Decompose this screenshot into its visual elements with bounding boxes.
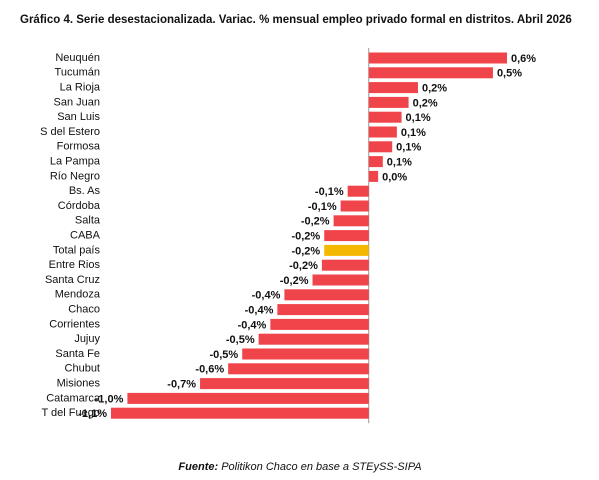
category-label: San Juan (54, 96, 100, 108)
category-label: La Pampa (50, 156, 101, 168)
value-label: 0,2% (422, 83, 447, 95)
category-label: Neuquén (55, 52, 100, 64)
category-label: Santa Cruz (45, 274, 100, 286)
bar (324, 244, 369, 256)
category-label: La Rioja (60, 82, 101, 94)
value-label: 0,0% (382, 171, 407, 183)
bar (277, 304, 369, 316)
bar (270, 318, 369, 330)
value-label: 0,6% (511, 53, 536, 65)
bar (368, 141, 393, 153)
category-label: Santa Fe (55, 348, 100, 360)
category-label: Catamarca (46, 392, 101, 404)
category-label: Córdoba (58, 200, 101, 212)
category-label: T del Fuego (41, 407, 100, 419)
value-label: -0,2% (291, 245, 320, 257)
bar (321, 259, 369, 271)
bar (242, 348, 369, 360)
source: Fuente: Politikon Chaco en base a STEySS… (178, 461, 421, 473)
bar (368, 52, 507, 64)
value-label: -0,2% (280, 275, 309, 287)
category-label: San Luis (57, 111, 100, 123)
category-label: CABA (70, 230, 101, 242)
source-text: Politikon Chaco en base a STEySS-SIPA (221, 461, 421, 473)
category-label: Chaco (68, 304, 100, 316)
bar (312, 274, 369, 286)
bar (200, 378, 369, 390)
category-label: Total país (53, 244, 101, 256)
value-label: 0,5% (497, 68, 522, 80)
category-label: Jujuy (74, 333, 100, 345)
value-label: 0,1% (406, 112, 431, 124)
bar (368, 126, 397, 138)
category-label: Chubut (65, 363, 100, 375)
value-label: 0,2% (413, 97, 438, 109)
bar (368, 67, 493, 79)
category-label: Mendoza (55, 289, 101, 301)
value-label: -1,1% (78, 408, 107, 420)
category-label: Formosa (57, 141, 101, 153)
value-label: -0,2% (301, 216, 330, 228)
bar (368, 156, 383, 168)
value-label: 0,1% (401, 127, 426, 139)
value-label: -0,4% (238, 319, 267, 331)
category-label: Entre Rios (49, 259, 101, 271)
bar (368, 170, 379, 182)
value-label: -0,4% (245, 305, 274, 317)
bar (340, 200, 369, 212)
category-label: Bs. As (69, 185, 101, 197)
category-label: Río Negro (50, 170, 100, 182)
bar (368, 111, 402, 123)
category-label: S del Estero (40, 126, 100, 138)
value-label: -0,5% (209, 349, 238, 361)
value-label: -0,6% (195, 364, 224, 376)
value-label: -0,5% (226, 334, 255, 346)
value-label: -0,2% (289, 260, 318, 272)
bar (324, 230, 369, 242)
bar (333, 215, 369, 227)
category-label: Misiones (57, 378, 101, 390)
bar (111, 407, 369, 419)
value-label: -0,1% (308, 201, 337, 213)
bar (127, 392, 369, 404)
bar (347, 185, 369, 197)
bar (228, 363, 369, 375)
value-label: -0,4% (252, 290, 281, 302)
bar (258, 333, 369, 345)
category-label: Tucumán (55, 67, 100, 79)
bar (368, 82, 418, 94)
bar (284, 289, 369, 301)
bar (368, 96, 409, 108)
value-label: -0,1% (315, 186, 344, 198)
category-label: Corrientes (49, 318, 100, 330)
value-label: -1,0% (95, 393, 124, 405)
value-label: 0,1% (387, 157, 412, 169)
value-label: -0,2% (291, 231, 320, 243)
source-label: Fuente: (178, 461, 218, 473)
category-label: Salta (75, 215, 101, 227)
chart-title: Gráfico 4. Serie desestacionalizada. Var… (20, 14, 572, 26)
value-label: -0,7% (167, 379, 196, 391)
value-label: 0,1% (396, 142, 421, 154)
